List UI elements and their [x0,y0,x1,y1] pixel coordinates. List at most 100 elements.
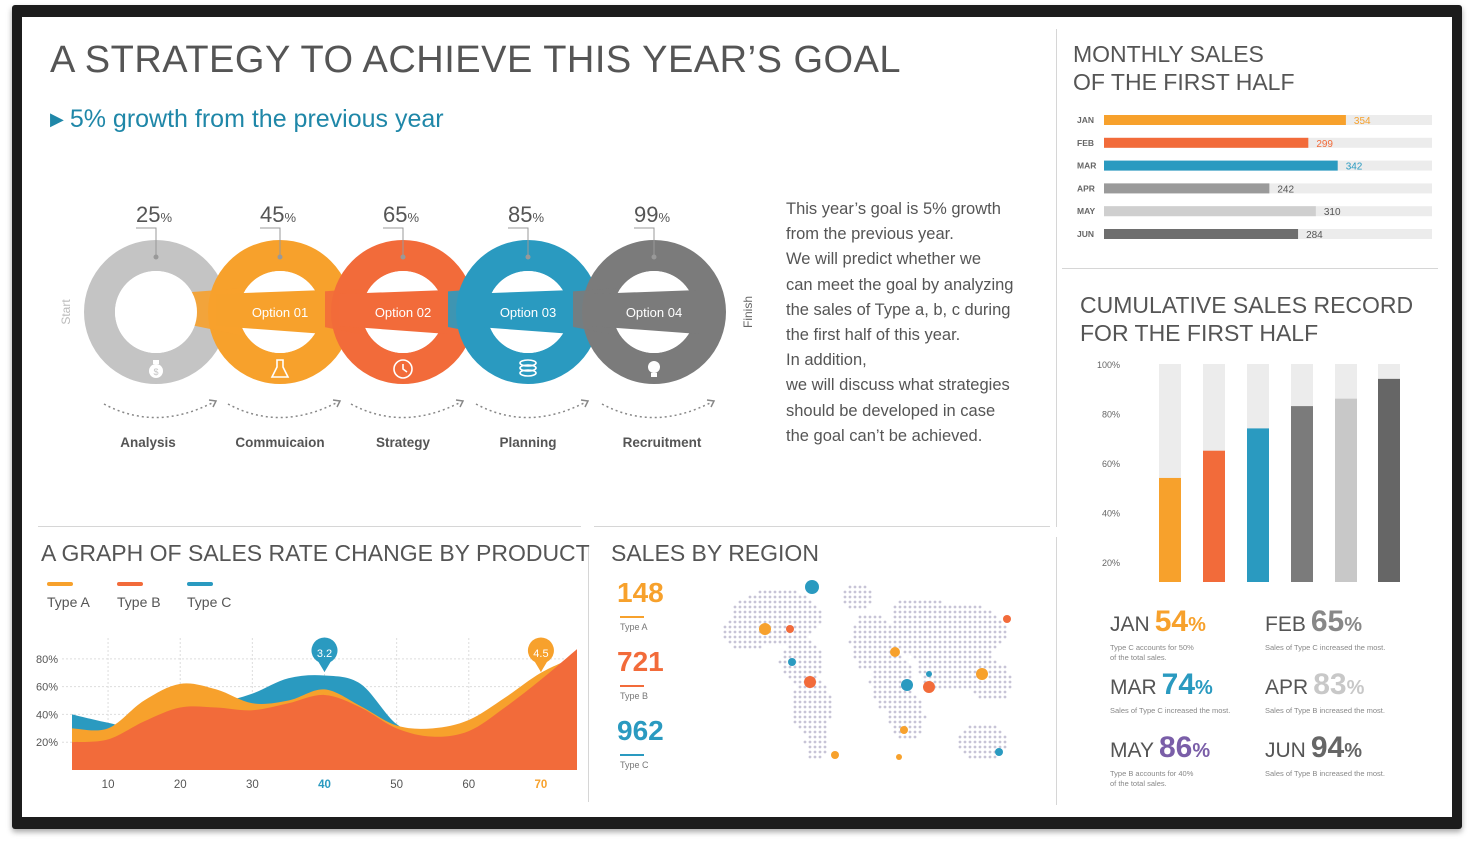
rate-xtick: 50 [390,779,403,791]
stat-description-line: Sales of Type B increased the most. [1265,769,1385,778]
monthly-bar-value: 354 [1354,116,1371,127]
percent-sign: % [532,210,544,225]
stat-month: MAR [1110,676,1157,699]
cumulative-bar [1335,398,1357,582]
cumulative-bar [1378,378,1400,582]
rate-xtick: 40 [318,779,331,791]
rate-area-type-b [72,649,577,770]
cumulative-bar [1159,477,1181,582]
stat-month: MAY [1110,739,1154,762]
map-pin-icon [831,751,839,759]
percent-pointer-dot [400,254,406,260]
stat-jan: JAN 54% [1110,605,1206,639]
monthly-month-label: JAN [1077,115,1094,125]
percent-pointer [508,227,529,257]
rate-xtick: 60 [462,779,475,791]
stat-month: JAN [1110,613,1150,636]
progress-arc [350,401,462,419]
rate-ytick: 80% [36,654,58,666]
monthly-bar [1104,206,1316,217]
option-label-4: Option 04 [626,305,682,320]
region-type-label: Type A [620,622,648,632]
rate-annotation-label: 3.2 [317,648,332,660]
monthly-month-label: APR [1077,183,1095,193]
rate-ytick: 20% [36,737,58,749]
progress-arrow-icon [455,399,465,408]
rate-xtick: 20 [174,779,187,791]
region-underline [620,616,644,618]
cumulative-ytick: 100% [1097,360,1120,370]
description-line: the first half of this year. [786,326,961,345]
percent-sign: % [407,210,419,225]
monthly-bar [1104,160,1338,171]
option-band-3 [464,290,573,334]
stat-percent-sign: % [1346,677,1365,699]
percent-number: 45 [260,202,284,227]
percent-pointer [634,227,655,257]
stat-percent: 86 [1158,731,1193,764]
percent-number: 65 [383,202,407,227]
rate-annotation-marker: 4.5 [527,637,554,672]
map-pin-icon [759,623,771,635]
ring-hole-1 [115,271,197,353]
stat-feb: FEB 65% [1265,605,1362,639]
divider-monthly [1062,268,1438,269]
divider-region [594,526,1050,527]
monthly-stats: JAN 54% Type C accounts for 50% of the tota… [1062,597,1452,797]
monthly-bar-value: 310 [1324,207,1341,218]
percent-marker-4: 85% [508,202,544,260]
process-diagram: Option 01 Option 02 Option 03 Option 04 25% $… [59,202,755,450]
rate-xtick: 70 [535,779,548,791]
region-values: 148 Type A 721 Type B 962 Type C [612,577,712,777]
cumulative-bar [1247,428,1269,582]
monthly-bar [1104,183,1270,194]
legend-type-a: Type A [47,582,90,610]
world-map-dots [723,585,1012,759]
step-label-2: Commuicaion [235,435,324,450]
stat-percent-sign: % [1344,614,1363,636]
page-subtitle: ▶ 5% growth from the previous year [50,105,444,134]
map-pin-icon [976,668,988,680]
page-title: A STRATEGY TO ACHIEVE THIS YEAR’S GOAL [50,39,902,81]
map-pin-icon [788,658,796,666]
divider-vertical-right [1056,537,1057,805]
percent-pointer-dot [651,254,657,260]
monthly-title-line1: MONTHLY SALES [1073,41,1264,67]
cumulative-ytick: 20% [1102,558,1120,568]
cumulative-ytick: 60% [1102,459,1120,469]
map-pin-icon [1003,615,1011,623]
step-label-1: Analysis [120,435,176,450]
description-line: from the previous year. [786,225,954,244]
map-pin-icon [900,726,908,734]
cumulative-title-line2: FOR THE FIRST HALF [1080,320,1319,346]
rate-title: A GRAPH OF SALES RATE CHANGE BY PRODUCT [41,540,590,566]
monthly-month-label: MAR [1077,161,1096,171]
rate-xtick: 30 [246,779,259,791]
map-pin-icon [923,681,935,693]
description-line: can meet the goal by analyzing [786,275,1014,294]
step-label-4: Planning [500,435,557,450]
cumulative-bar [1203,450,1225,582]
stat-description-line: Type B accounts for 40% [1110,769,1194,778]
stat-description: Sales of Type C increased the most. [1265,643,1415,653]
monthly-title-line2: OF THE FIRST HALF [1073,69,1295,95]
rate-xtick: 10 [102,779,115,791]
dashboard-screen: A STRATEGY TO ACHIEVE THIS YEAR’S GOAL ▶… [22,17,1452,817]
progress-arrow-icon [332,399,342,408]
play-triangle-icon: ▶ [50,109,64,129]
stat-description-line: Sales of Type C increased the most. [1265,643,1386,652]
money-bag-icon: $ [149,360,163,378]
cumulative-ytick: 40% [1102,509,1120,519]
step-label-5: Recruitment [623,435,702,450]
percent-number: 85 [508,202,532,227]
description-line: We will predict whether we [786,250,982,269]
option-band-4 [590,290,699,334]
option-band-1 [216,290,325,334]
divider-rate [38,526,581,527]
region-underline [620,754,644,756]
legend-swatch-c [187,582,213,586]
map-pin-icon [901,679,913,691]
percent-pointer [383,227,404,257]
percent-pointer-dot [525,254,531,260]
stat-month: APR [1265,676,1309,699]
